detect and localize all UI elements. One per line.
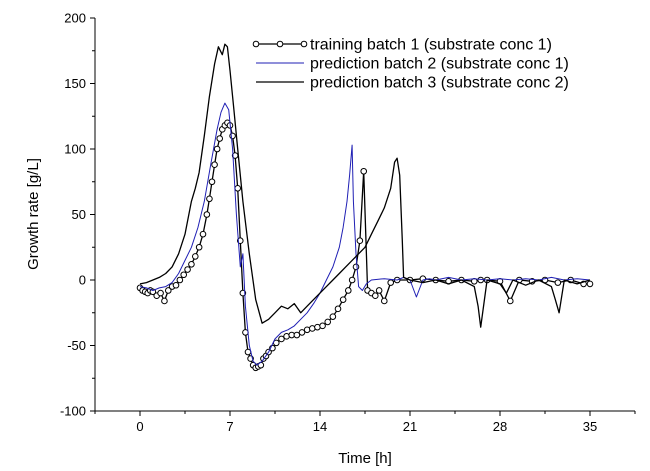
series-1-point-16 [191, 253, 199, 260]
series-1-point-69 [387, 279, 395, 286]
series-line-2 [139, 102, 591, 366]
legend-marker-2 [300, 40, 308, 48]
series-1-point-55 [324, 318, 332, 326]
series-1-point-21 [208, 178, 216, 186]
legend-marker-1 [276, 40, 284, 48]
series-1-point-66 [371, 292, 379, 300]
legend-marker-0 [252, 40, 260, 48]
x-axis-title: Time [h] [338, 450, 392, 467]
series-1-point-17 [195, 243, 203, 251]
x-tick-label-1: 7 [226, 419, 233, 434]
y-tick-label-6: 200 [64, 11, 86, 26]
series-1-point-57 [334, 305, 342, 313]
series-1-point-58 [339, 296, 347, 303]
series-1-point-62 [356, 237, 364, 244]
series-1-point-68 [380, 297, 388, 305]
series-1-point-11 [172, 281, 180, 289]
series-1-point-50 [298, 329, 306, 336]
series-1-point-13 [180, 271, 188, 279]
ticks-layer: 0 7 14 21 28 35 -100 -50 0 50 100 150 200 [60, 11, 636, 434]
y-tick-label-1: -50 [67, 338, 86, 353]
series-1-point-84 [554, 279, 562, 286]
series-line-3 [139, 43, 591, 328]
series-1-point-46 [278, 335, 285, 343]
series-1-point-14 [184, 266, 191, 273]
legend-label-3: prediction batch 3 (substrate conc 2) [310, 75, 569, 92]
legend-label-2: prediction batch 2 (substrate conc 1) [310, 56, 569, 73]
series-1-point-31 [234, 185, 242, 192]
series-1-point-24 [216, 135, 224, 142]
series-1-point-23 [213, 145, 221, 153]
x-tick-label-0: 0 [136, 419, 143, 434]
series-1-point-54 [319, 322, 326, 330]
series-1-point-19 [203, 211, 211, 218]
series-layer [136, 43, 594, 372]
y-tick-label-2: 0 [79, 273, 86, 288]
x-tick-label-2: 14 [313, 419, 327, 434]
series-1-point-20 [206, 195, 213, 203]
series-1-point-59 [344, 287, 352, 294]
series-1-point-87 [586, 280, 594, 288]
y-tick-label-5: 150 [64, 76, 86, 91]
y-axis-title: Growth rate [g/L] [25, 158, 42, 270]
series-1-point-12 [176, 276, 184, 284]
legend-label-1: training batch 1 (substrate conc 1) [310, 37, 552, 54]
series-1-point-61 [352, 263, 360, 271]
legend: training batch 1 (substrate conc 1) predi… [252, 37, 569, 92]
y-tick-label-0: -100 [60, 404, 86, 419]
series-line-1 [139, 122, 590, 369]
y-tick-label-4: 100 [64, 142, 86, 157]
series-1-point-8 [161, 297, 168, 305]
series-1-point-80 [506, 297, 514, 305]
series-1-point-63 [360, 167, 368, 175]
x-tick-label-5: 35 [583, 419, 597, 434]
y-tick-label-3: 50 [72, 207, 86, 222]
series-1-point-56 [329, 313, 337, 320]
series-1-point-60 [348, 276, 356, 284]
series-1-point-22 [211, 161, 218, 169]
series-1-point-18 [199, 230, 207, 238]
series-1-point-15 [188, 260, 195, 268]
series-1-point-7 [157, 289, 164, 297]
series-1-point-49 [293, 331, 301, 339]
x-tick-label-4: 28 [493, 419, 507, 434]
series-1-point-67 [375, 287, 383, 294]
series-1-point-9 [164, 287, 172, 294]
x-tick-label-3: 21 [403, 419, 417, 434]
